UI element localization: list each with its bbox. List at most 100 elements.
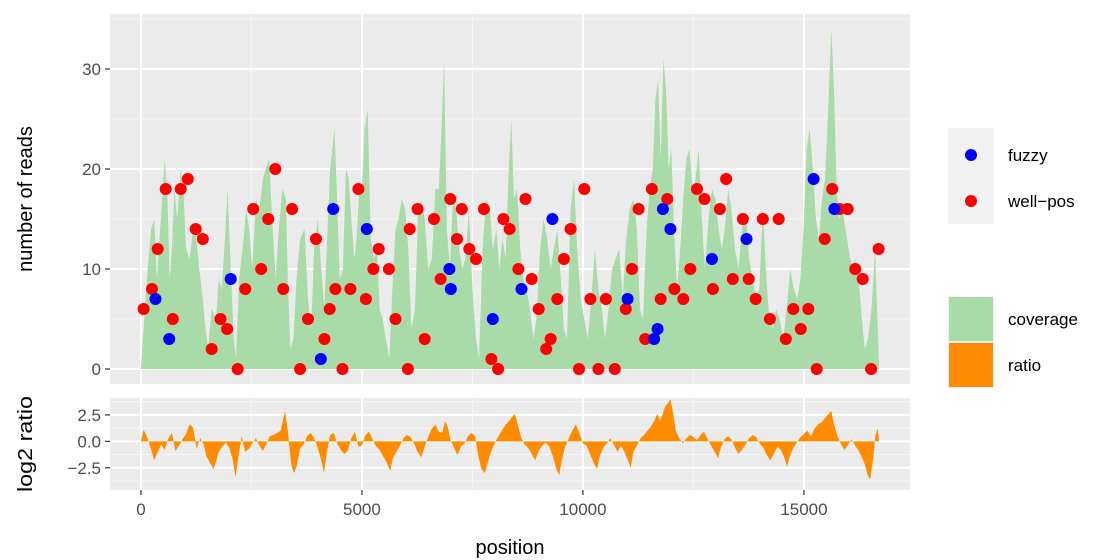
well-pos-point	[578, 183, 591, 195]
well-pos-point	[269, 163, 282, 175]
well-pos-point	[787, 303, 800, 315]
well-pos-point	[720, 173, 733, 185]
well-pos-point	[329, 283, 342, 295]
legend-points-background	[948, 128, 994, 224]
legend-ratio-label: ratio	[1008, 356, 1041, 375]
well-pos-point	[810, 363, 823, 375]
well-pos-point	[262, 213, 275, 225]
top-panel: 0 10 20 30 number of reads	[15, 14, 910, 384]
well-pos-point	[639, 333, 652, 345]
well-pos-point	[519, 193, 532, 205]
x-tick-label: 10000	[559, 500, 606, 519]
well-pos-point	[239, 283, 252, 295]
well-pos-point	[626, 263, 638, 275]
well-pos-point	[372, 243, 385, 255]
well-pos-point	[551, 293, 564, 305]
well-pos-point	[684, 263, 697, 275]
well-pos-point	[214, 313, 227, 325]
well-pos-point	[382, 263, 395, 275]
well-pos-point	[564, 223, 577, 235]
well-pos-point	[294, 363, 307, 375]
well-pos-point	[772, 213, 785, 225]
x-tick-label: 5000	[343, 500, 381, 519]
well-pos-point	[872, 243, 885, 255]
fuzzy-point	[149, 293, 162, 305]
well-pos-point	[302, 313, 314, 325]
x-tick-label: 15000	[780, 500, 827, 519]
well-pos-point	[677, 293, 690, 305]
well-pos-point	[323, 303, 336, 315]
well-pos-point	[557, 253, 570, 265]
fuzzy-point	[224, 273, 237, 285]
well-pos-point	[826, 183, 839, 195]
well-pos-point	[151, 243, 164, 255]
well-pos-point	[619, 303, 632, 315]
well-pos-point	[477, 203, 490, 215]
well-pos-point	[749, 293, 762, 305]
well-pos-point	[146, 283, 158, 295]
fuzzy-point	[546, 213, 559, 225]
well-pos-point	[592, 363, 605, 375]
well-pos-point	[756, 213, 769, 225]
well-pos-point	[818, 233, 831, 245]
well-pos-point	[713, 203, 726, 215]
well-pos-point	[411, 203, 424, 215]
legend-ratio-key	[949, 343, 993, 387]
legend-coverage-key	[949, 297, 993, 341]
x-axis-title: position	[476, 537, 545, 559]
well-pos-point	[166, 313, 179, 325]
well-pos-point	[668, 283, 681, 295]
well-pos-point	[856, 273, 869, 285]
well-pos-point	[841, 203, 854, 215]
top-y-tick-label: 0	[92, 360, 101, 379]
well-pos-point	[865, 363, 878, 375]
well-pos-point	[599, 293, 612, 305]
coverage-area	[140, 29, 880, 369]
fuzzy-point	[651, 323, 664, 335]
well-pos-point	[532, 303, 545, 315]
well-pos-point	[277, 283, 290, 295]
fuzzy-point	[314, 353, 327, 365]
well-pos-point	[181, 173, 194, 185]
fuzzy-point	[443, 263, 456, 275]
well-pos-point	[401, 363, 414, 375]
well-pos-point	[726, 273, 739, 285]
well-pos-point	[503, 223, 516, 235]
well-pos-point	[736, 213, 749, 225]
well-pos-point	[742, 273, 755, 285]
well-pos-point	[344, 283, 357, 295]
bottom-panel: −2.5 0.0 2.5 log2 ratio	[15, 396, 910, 492]
fuzzy-points	[149, 173, 841, 365]
well-pos-point	[544, 333, 557, 345]
well-pos-point	[849, 263, 862, 275]
fuzzy-point	[706, 253, 718, 265]
top-y-axis-title: number of reads	[15, 126, 37, 272]
fuzzy-point	[828, 203, 841, 215]
well-pos-point	[540, 343, 553, 355]
well-pos-point	[247, 203, 260, 215]
well-pos-point	[403, 223, 416, 235]
fuzzy-point	[648, 333, 661, 345]
well-pos-point	[310, 233, 322, 245]
fuzzy-point	[486, 313, 499, 325]
well-pos-point	[691, 183, 703, 195]
top-y-tick-label: 30	[82, 60, 101, 79]
bottom-y-tick-label: 0.0	[77, 432, 101, 451]
well-pos-point	[205, 343, 218, 355]
well-pos-point	[451, 233, 463, 245]
well-pos-point	[492, 363, 505, 375]
bottom-y-tick-label: 2.5	[77, 406, 101, 425]
well-pos-point	[137, 303, 150, 315]
well-pos-point	[318, 333, 331, 345]
well-pos-point	[231, 363, 244, 375]
fuzzy-point	[444, 283, 457, 295]
well-pos-point	[654, 293, 667, 305]
top-y-tick-label: 10	[82, 260, 101, 279]
well-pos-point	[485, 353, 498, 365]
well-pos-point	[286, 203, 299, 215]
well-pos-point	[174, 183, 187, 195]
well-pos-point	[418, 333, 431, 345]
top-y-ticks: 0 10 20 30	[82, 60, 110, 379]
well-pos-point	[196, 233, 209, 245]
well-pos-point	[434, 273, 447, 285]
